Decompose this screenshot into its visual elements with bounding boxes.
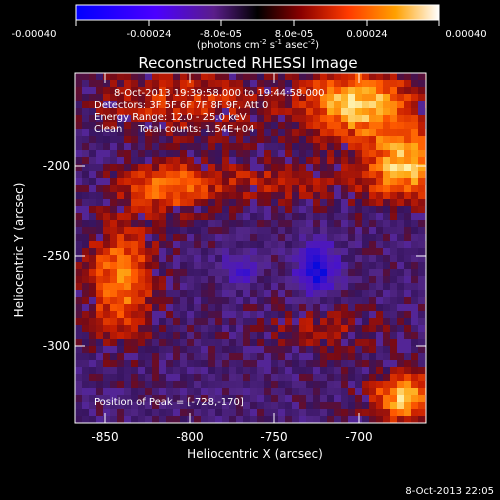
x-tick-label: -850 — [91, 430, 118, 444]
y-tick-labels: -200 -250 -300 — [43, 159, 70, 353]
x-tick-label: -700 — [345, 430, 372, 444]
colorbar-labels: -0.00040 -0.00024 -8.0e-05 8.0e-05 0.000… — [12, 29, 487, 40]
colorbar-tick-label: 0.00024 — [346, 29, 387, 40]
info-time-range: 8-Oct-2013 19:39:58.000 to 19:44:58.000 — [114, 88, 325, 99]
y-axis-label: Heliocentric Y (arcsec) — [12, 183, 26, 318]
colorbar-ticks — [75, 20, 440, 26]
x-tick-labels: -850 -800 -750 -700 — [91, 430, 372, 444]
colorbar-unit-label: (photons cm-2 s-1 asec-2) — [197, 38, 319, 51]
info-energy-range: Energy Range: 12.0 - 25.0 keV — [94, 112, 247, 123]
plot-title: Reconstructed RHESSI Image — [138, 54, 357, 72]
observation-info: 8-Oct-2013 19:39:58.000 to 19:44:58.000 … — [94, 88, 325, 136]
colorbar — [75, 4, 440, 21]
peak-position: Position of Peak = [-728,-170] — [94, 397, 244, 408]
timestamp: 8-Oct-2013 22:05 — [405, 486, 494, 497]
x-tick-label: -750 — [260, 430, 287, 444]
colorbar-tick-label: -0.00024 — [127, 29, 172, 40]
x-axis-label: Heliocentric X (arcsec) — [187, 447, 323, 461]
y-tick-label: -300 — [43, 339, 70, 353]
y-tick-label: -250 — [43, 249, 70, 263]
info-detectors: Detectors: 3F 5F 6F 7F 8F 9F, Att 0 — [94, 100, 269, 111]
colorbar-tick-label: 8.0e-05 — [275, 29, 313, 40]
colorbar-tick-label: -8.0e-05 — [200, 29, 242, 40]
colorbar-tick-label: 0.00040 — [445, 29, 486, 40]
x-tick-label: -800 — [176, 430, 203, 444]
plot-frame — [74, 72, 427, 424]
axis-ticks — [75, 73, 426, 423]
info-counts: Clean Total counts: 1.54E+04 — [94, 124, 255, 135]
colorbar-tick-label: -0.00040 — [12, 29, 57, 40]
y-tick-label: -200 — [43, 159, 70, 173]
